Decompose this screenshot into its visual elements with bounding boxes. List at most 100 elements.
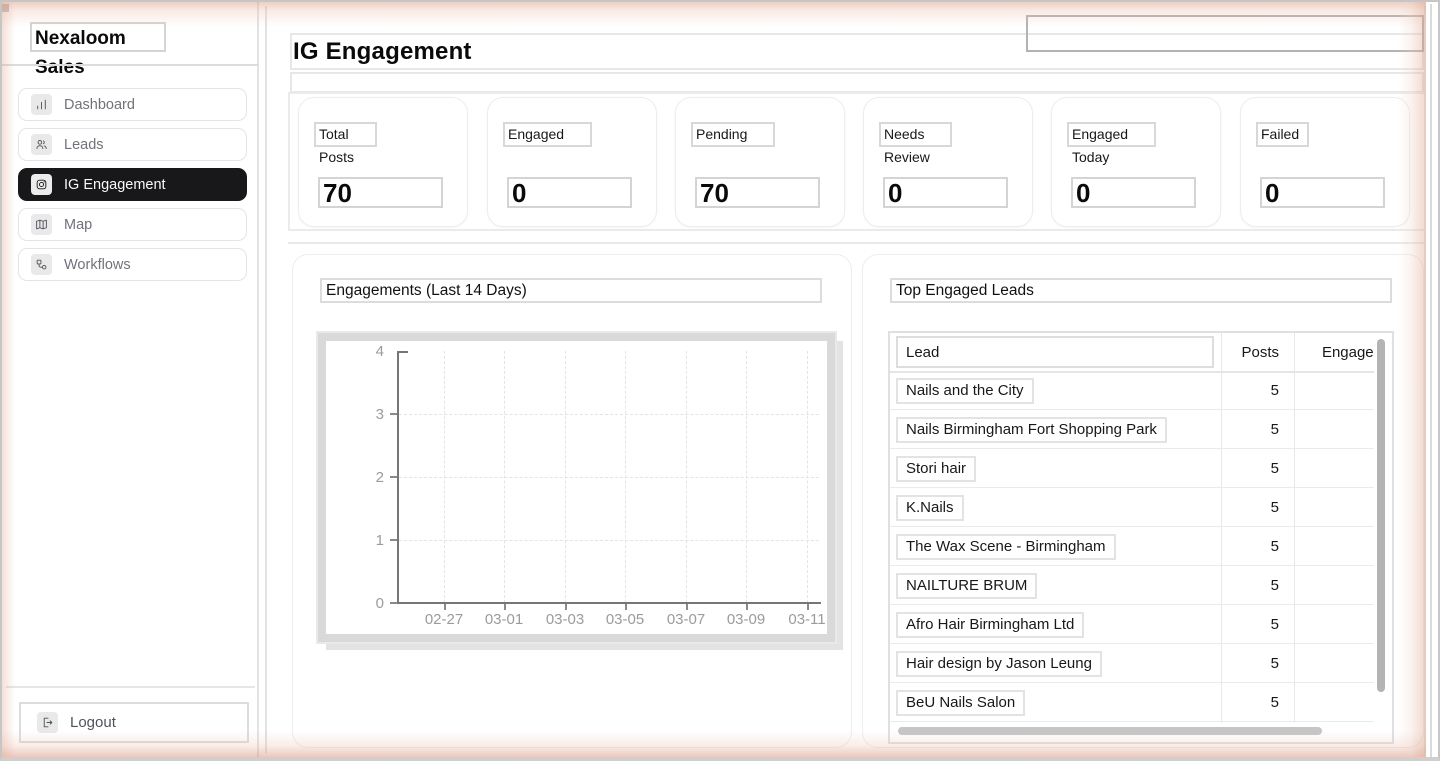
x-tick-label: 03-01	[484, 611, 524, 628]
posts-value: 5	[1270, 616, 1279, 633]
gridline	[399, 414, 819, 415]
stat-card-engaged: Engaged 0	[487, 97, 657, 227]
column-header-posts: Posts	[1241, 343, 1279, 361]
stat-card-pending: Pending 70	[675, 97, 845, 227]
logout-icon	[37, 712, 58, 733]
gridline	[565, 351, 566, 603]
stat-value-box: 0	[1260, 177, 1385, 208]
section-divider	[288, 242, 1424, 244]
stat-value: 0	[512, 177, 527, 208]
lead-name: NAILTURE BRUM	[896, 573, 1038, 599]
top-right-highlight-box	[1026, 15, 1424, 52]
table-row[interactable]: Afro Hair Birmingham Ltd 5	[890, 605, 1374, 644]
posts-value: 5	[1270, 382, 1279, 399]
table-row[interactable]: Stori hair 5	[890, 449, 1374, 488]
lead-name: The Wax Scene - Birmingham	[896, 534, 1116, 560]
lead-header-box: Lead	[896, 336, 1214, 368]
stat-label-line2: Review	[884, 149, 930, 165]
main-panel-right-border	[1424, 6, 1426, 753]
leads-title: Top Engaged Leads	[896, 281, 1034, 299]
main-panel-left-border	[265, 6, 267, 753]
lead-name: BeU Nails Salon	[896, 690, 1026, 716]
stat-label: Pending	[691, 122, 776, 147]
stat-label-line1: Failed	[1256, 122, 1310, 147]
sidebar-item-label: Leads	[64, 136, 104, 153]
y-axis-top-tick	[397, 351, 408, 353]
table-row[interactable]: Nails Birmingham Fort Shopping Park 5	[890, 410, 1374, 449]
chart-title: Engagements (Last 14 Days)	[326, 281, 527, 299]
sidebar-item-map[interactable]: Map	[18, 208, 247, 241]
stat-label: Total Posts	[314, 122, 377, 168]
sidebar-item-dashboard[interactable]: Dashboard	[18, 88, 247, 121]
table-row[interactable]: Hair design by Jason Leung 5	[890, 644, 1374, 683]
stat-value-box: 0	[507, 177, 632, 208]
x-tick	[625, 604, 627, 610]
table-row[interactable]: BeU Nails Salon 5	[890, 683, 1374, 722]
y-tick	[390, 602, 397, 604]
table-row[interactable]: NAILTURE BRUM 5	[890, 566, 1374, 605]
x-tick	[746, 604, 748, 610]
y-tick-label: 3	[375, 406, 384, 423]
stat-label-line1: Engaged	[1067, 122, 1157, 147]
instagram-icon	[31, 174, 52, 195]
page-title: IG Engagement	[293, 38, 472, 65]
table-row[interactable]: K.Nails 5	[890, 488, 1374, 527]
column-header-engaged: Engaged	[1321, 343, 1374, 361]
stat-value: 0	[1076, 177, 1091, 208]
x-tick	[444, 604, 446, 610]
posts-value: 5	[1270, 655, 1279, 672]
y-tick	[390, 539, 397, 541]
stat-value: 0	[888, 177, 903, 208]
sidebar-item-label: Map	[64, 216, 93, 233]
x-tick	[686, 604, 688, 610]
table-vertical-scrollbar[interactable]	[1377, 339, 1385, 692]
brand-line2: Sales	[35, 57, 85, 78]
sidebar-item-workflows[interactable]: Workflows	[18, 248, 247, 281]
leads-title-box: Top Engaged Leads	[890, 278, 1392, 303]
x-tick	[807, 604, 809, 610]
sidebar: Nexaloom Sales Dashboard Leads IG Engage…	[0, 0, 259, 761]
y-tick-label: 4	[375, 343, 384, 360]
y-tick-label: 0	[375, 595, 384, 612]
sidebar-divider-bottom	[6, 686, 255, 688]
map-icon	[31, 214, 52, 235]
stat-card-failed: Failed 0	[1240, 97, 1410, 227]
gridline	[399, 540, 819, 541]
stat-value: 70	[323, 177, 352, 208]
chart-canvas-frame: 4 3 2 1 0 02-27 03-01 03-03 03-05 03-07 …	[318, 333, 835, 642]
lead-name: K.Nails	[896, 495, 964, 521]
gridline	[625, 351, 626, 603]
stat-label-line1: Pending	[691, 122, 776, 147]
logout-button[interactable]: Logout	[19, 702, 249, 743]
stat-value-box: 0	[1071, 177, 1196, 208]
x-tick-label: 03-11	[788, 611, 826, 628]
engagements-chart: 4 3 2 1 0 02-27 03-01 03-03 03-05 03-07 …	[326, 341, 827, 634]
stat-label-line2: Today	[1072, 149, 1110, 165]
users-icon	[31, 134, 52, 155]
sidebar-item-ig-engagement[interactable]: IG Engagement	[18, 168, 247, 201]
table-row[interactable]: The Wax Scene - Birmingham 5	[890, 527, 1374, 566]
lead-name: Afro Hair Birmingham Ltd	[896, 612, 1085, 638]
table-row[interactable]: Nails and the City 5	[890, 371, 1374, 410]
gridline	[444, 351, 445, 603]
y-tick	[390, 413, 397, 415]
top-engaged-leads-table: Lead Posts Engaged Nails and the City 5 …	[890, 333, 1374, 725]
posts-value: 5	[1270, 577, 1279, 594]
x-tick-label: 03-07	[666, 611, 706, 628]
lead-name: Stori hair	[896, 456, 977, 482]
posts-value: 5	[1270, 460, 1279, 477]
posts-value: 5	[1270, 499, 1279, 516]
table-horizontal-scrollbar[interactable]	[898, 727, 1322, 735]
page-scrollbar-track[interactable]	[1430, 4, 1432, 757]
stat-value: 70	[700, 177, 729, 208]
column-header-lead: Lead	[906, 343, 940, 361]
brand-title: Nexaloom Sales	[35, 24, 245, 82]
y-tick-label: 2	[375, 469, 384, 486]
sidebar-divider-top	[0, 64, 259, 66]
gridline	[504, 351, 505, 603]
sidebar-item-leads[interactable]: Leads	[18, 128, 247, 161]
x-tick-label: 03-09	[726, 611, 766, 628]
x-tick	[565, 604, 567, 610]
lead-name: Nails Birmingham Fort Shopping Park	[896, 417, 1167, 443]
stat-label: Engaged Today	[1067, 122, 1157, 168]
